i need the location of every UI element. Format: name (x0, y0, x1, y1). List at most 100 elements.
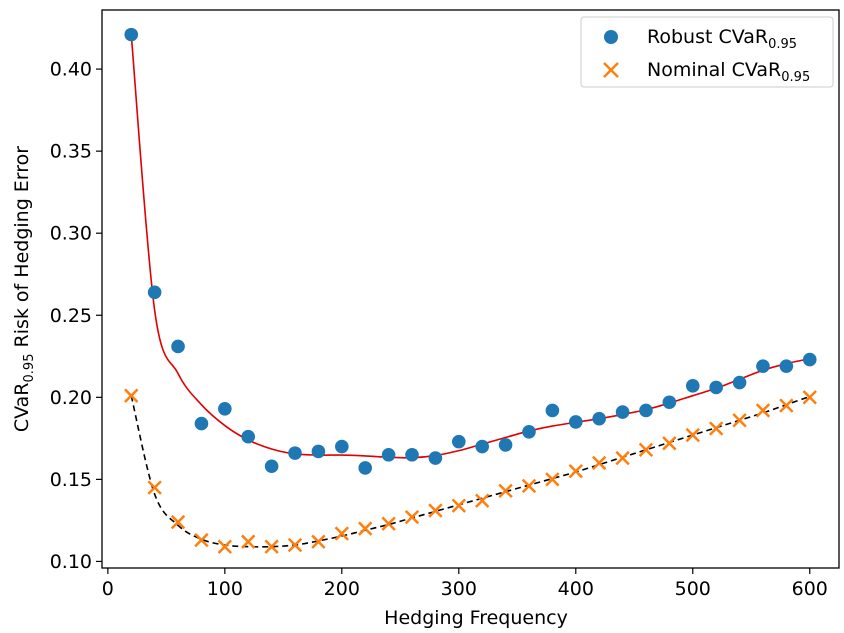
nominal-point (755, 403, 771, 418)
robust-point (592, 411, 606, 426)
nominal-point (451, 498, 466, 513)
nominal-point-stroke (264, 539, 279, 554)
nominal-point-stroke (428, 503, 443, 518)
y-axis-label: CVaR0.95 Risk of Hedging Error (11, 146, 37, 432)
nominal-point-stroke (381, 516, 396, 531)
nominal-point-stroke (147, 480, 162, 495)
y-tick-label: 0.25 (50, 305, 92, 327)
robust-point (358, 461, 373, 475)
nominal-point-stroke (217, 539, 233, 554)
nominal-point (147, 480, 162, 495)
nominal-point (591, 455, 607, 471)
nominal-point (498, 483, 513, 499)
nominal-point-stroke (545, 472, 560, 487)
robust-point (685, 379, 700, 393)
robust-point (545, 403, 560, 418)
robust-point (311, 444, 326, 459)
nominal-point-stroke (802, 390, 817, 405)
nominal-point (545, 472, 560, 487)
nominal-point-stroke (287, 537, 303, 553)
nominal-point (170, 514, 186, 530)
robust-point (428, 451, 443, 465)
robust-point (381, 447, 396, 462)
nominal-point-stroke (124, 388, 139, 403)
nominal-point-stroke (404, 509, 420, 525)
data-points (124, 27, 817, 554)
y-tick-label: 0.20 (50, 387, 92, 409)
nominal-point-stroke (498, 483, 513, 499)
robust-point (194, 416, 209, 431)
nominal-point-stroke (358, 521, 373, 536)
nominal-fit-curve (130, 395, 811, 548)
x-tick-label: 100 (207, 578, 243, 600)
legend-label-robust: Robust CVaR0.95 (647, 26, 797, 52)
y-tick-label: 0.40 (50, 59, 92, 81)
robust-point (732, 375, 747, 390)
nominal-point (124, 388, 139, 403)
y-tick-label: 0.30 (50, 223, 92, 245)
x-axis: 0 100 200 300 400 500 600 (102, 568, 828, 600)
y-tick-label: 0.15 (50, 469, 92, 491)
robust-point (475, 439, 489, 454)
nominal-point-stroke (591, 455, 607, 471)
nominal-point-stroke (475, 493, 490, 508)
x-tick-label: 500 (675, 578, 711, 600)
robust-point (218, 402, 232, 416)
x-axis-label: Hedging Frequency (384, 607, 568, 628)
nominal-point-stroke (311, 534, 326, 549)
robust-point (615, 405, 630, 419)
nominal-point-stroke (708, 421, 724, 436)
robust-point (802, 352, 817, 367)
nominal-point-stroke (615, 450, 630, 466)
nominal-point (475, 493, 490, 508)
legend-frame (580, 16, 834, 88)
nominal-point (404, 509, 420, 525)
robust-point (241, 429, 256, 444)
y-tick-label: 0.35 (50, 141, 92, 163)
nominal-point (194, 532, 209, 548)
nominal-point (638, 442, 654, 458)
nominal-point-stroke (732, 413, 747, 428)
robust-point (264, 459, 279, 474)
nominal-point (662, 436, 677, 451)
robust-point (405, 447, 419, 462)
nominal-point (428, 503, 443, 518)
robust-point (709, 380, 723, 395)
robust-point (779, 359, 794, 373)
robust-point (639, 403, 653, 418)
nominal-point (802, 390, 817, 405)
nominal-point-stroke (755, 403, 771, 418)
robust-point (335, 439, 349, 454)
nominal-point (311, 534, 326, 549)
nominal-point-stroke (521, 478, 537, 494)
plot-frame (101, 9, 840, 569)
nominal-point-stroke (334, 526, 350, 541)
nominal-point (334, 526, 350, 541)
nominal-point-stroke (451, 498, 466, 513)
x-tick-label: 300 (441, 578, 477, 600)
legend: Robust CVaR0.95 Nominal CVaR0.95 (580, 16, 834, 88)
robust-fit-curve (130, 34, 810, 459)
y-axis: 0.10 0.15 0.20 0.25 0.30 0.35 0.40 (50, 59, 102, 573)
robust-point (147, 285, 162, 300)
robust-point (124, 27, 139, 42)
nominal-point-stroke (685, 427, 700, 443)
nominal-point (615, 450, 630, 466)
nominal-point (217, 539, 233, 554)
nominal-point-stroke (662, 436, 677, 451)
legend-marker-nominal (603, 62, 619, 78)
nominal-point-stroke (241, 534, 256, 549)
nominal-point-stroke (170, 514, 186, 530)
fit-curves (130, 34, 811, 548)
robust-point (171, 339, 185, 354)
nominal-point (568, 463, 583, 479)
nominal-point (358, 521, 373, 536)
nominal-point-stroke (638, 442, 654, 458)
robust-point (522, 424, 536, 439)
x-tick-label: 600 (792, 578, 828, 600)
x-tick-label: 200 (324, 578, 360, 600)
nominal-point (685, 427, 700, 443)
robust-point (756, 359, 770, 373)
robust-point (498, 438, 513, 452)
